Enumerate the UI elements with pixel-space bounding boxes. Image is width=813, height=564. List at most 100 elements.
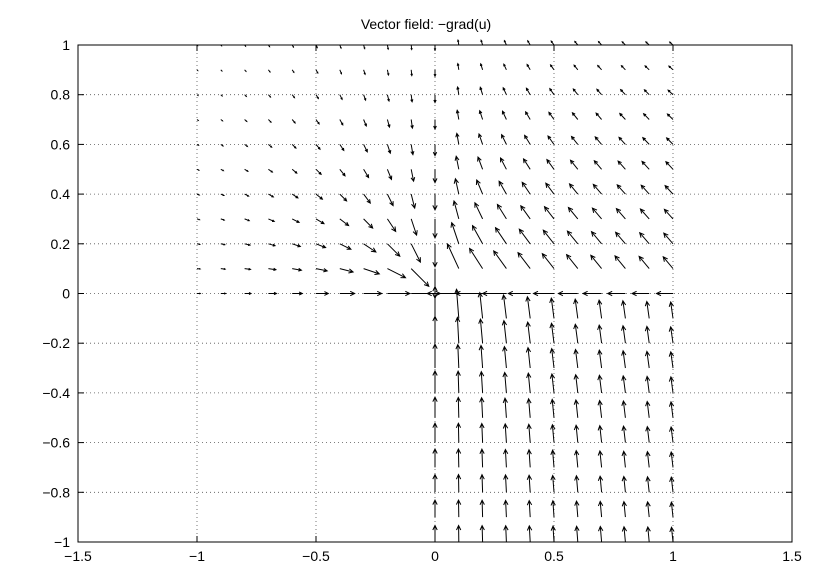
vector-arrow [479,473,485,493]
vector-arrow [268,168,274,173]
vector-arrow [574,449,580,468]
vector-arrow [386,169,393,181]
vector-arrow [621,399,627,418]
vector-arrow [546,158,555,170]
vector-arrow [386,119,391,129]
vector-arrow [410,94,414,103]
axis-ticks: −1.5 −1 −0.5 0 0.5 1 1.5−1−0.8−0.6−0.4−0.200.2… [42,37,802,564]
vector-arrow [595,112,602,120]
x-tick-label: −1.5 [64,548,92,564]
vector-arrow [668,325,674,344]
vector-arrow [526,397,532,418]
vector-arrow [468,247,484,269]
vector-arrow [291,144,297,149]
vector-arrow [668,350,675,369]
vector-arrow [244,267,252,271]
vector-arrow [220,69,223,72]
vector-arrow [503,39,507,46]
vector-arrow [532,290,554,297]
vector-arrow [525,87,531,95]
vector-arrow [545,182,555,195]
vector-arrow [645,41,650,46]
vector-arrow [641,136,650,145]
vector-arrow [617,160,626,170]
vector-arrow [196,218,201,221]
vector-arrow [339,218,350,227]
vector-arrow [630,290,650,297]
vector-arrow [494,226,507,245]
vector-arrow [501,133,507,145]
vector-arrow [432,343,438,368]
vector-arrow [386,218,397,233]
vector-arrow [456,524,462,543]
x-tick-label: −1 [189,548,205,564]
vector-arrow [363,169,370,179]
vector-arrow [292,243,302,248]
vector-arrow [339,94,343,101]
vector-arrow [339,193,348,202]
vector-arrow [618,136,626,145]
vector-arrow [220,168,225,172]
vector-arrow [597,424,603,443]
vector-arrow [568,183,579,195]
x-tick-label: 1.5 [782,548,802,564]
vector-arrow [363,243,377,253]
vector-arrow [550,524,556,543]
vector-arrow [291,94,296,99]
vector-arrow [410,169,416,183]
vector-arrow [197,292,202,295]
vector-arrow [526,448,532,468]
x-tick-label: 0.5 [544,548,564,564]
vector-arrow [597,349,603,369]
vector-arrow [196,69,199,72]
vector-arrow [455,447,462,468]
vector-arrow [433,119,437,131]
vector-arrow [315,168,322,176]
vector-arrow [503,473,509,493]
vector-arrow [220,267,227,271]
vector-arrow [363,268,381,275]
vector-arrow [581,290,602,297]
vector-arrow [666,113,674,120]
vector-arrow [220,193,226,196]
vector-arrow [452,199,460,220]
vector-arrow [410,119,414,130]
vector-arrow [244,292,253,295]
vector-arrow [525,295,531,319]
vector-arrow [244,119,248,123]
vector-arrow [522,157,531,170]
vector-arrow [339,290,356,297]
vector-arrow [479,86,484,95]
vector-arrow [549,372,556,393]
vector-arrow [526,423,532,443]
vector-arrow [315,218,325,225]
vector-arrow [665,160,674,170]
vector-arrow [591,207,602,220]
vector-arrow [597,500,604,518]
vector-arrow [645,500,651,518]
y-tick-label: −1 [54,534,70,550]
vector-arrow [596,88,602,96]
vector-arrow [606,290,626,297]
vector-arrow [502,371,508,393]
vector-arrow [501,293,507,319]
vector-arrow [549,87,555,95]
vector-arrow [621,425,627,443]
vector-arrow [426,290,459,297]
vector-arrow [455,370,461,393]
vector-arrow [220,292,227,295]
vector-arrow [619,88,626,96]
y-tick-label: −0.8 [42,484,70,500]
vector-arrow [474,201,484,220]
vector-arrow [502,397,508,418]
vector-arrow [645,375,651,393]
vector-arrow [573,323,579,344]
vector-arrow [410,218,418,237]
vector-arrow [526,474,533,493]
vector-arrow [478,109,484,120]
vector-arrow [455,132,460,145]
vector-arrow [503,524,509,543]
chart-title: Vector field: −grad(u) [361,16,491,32]
vector-arrow [477,291,484,319]
vector-arrow [620,64,626,71]
